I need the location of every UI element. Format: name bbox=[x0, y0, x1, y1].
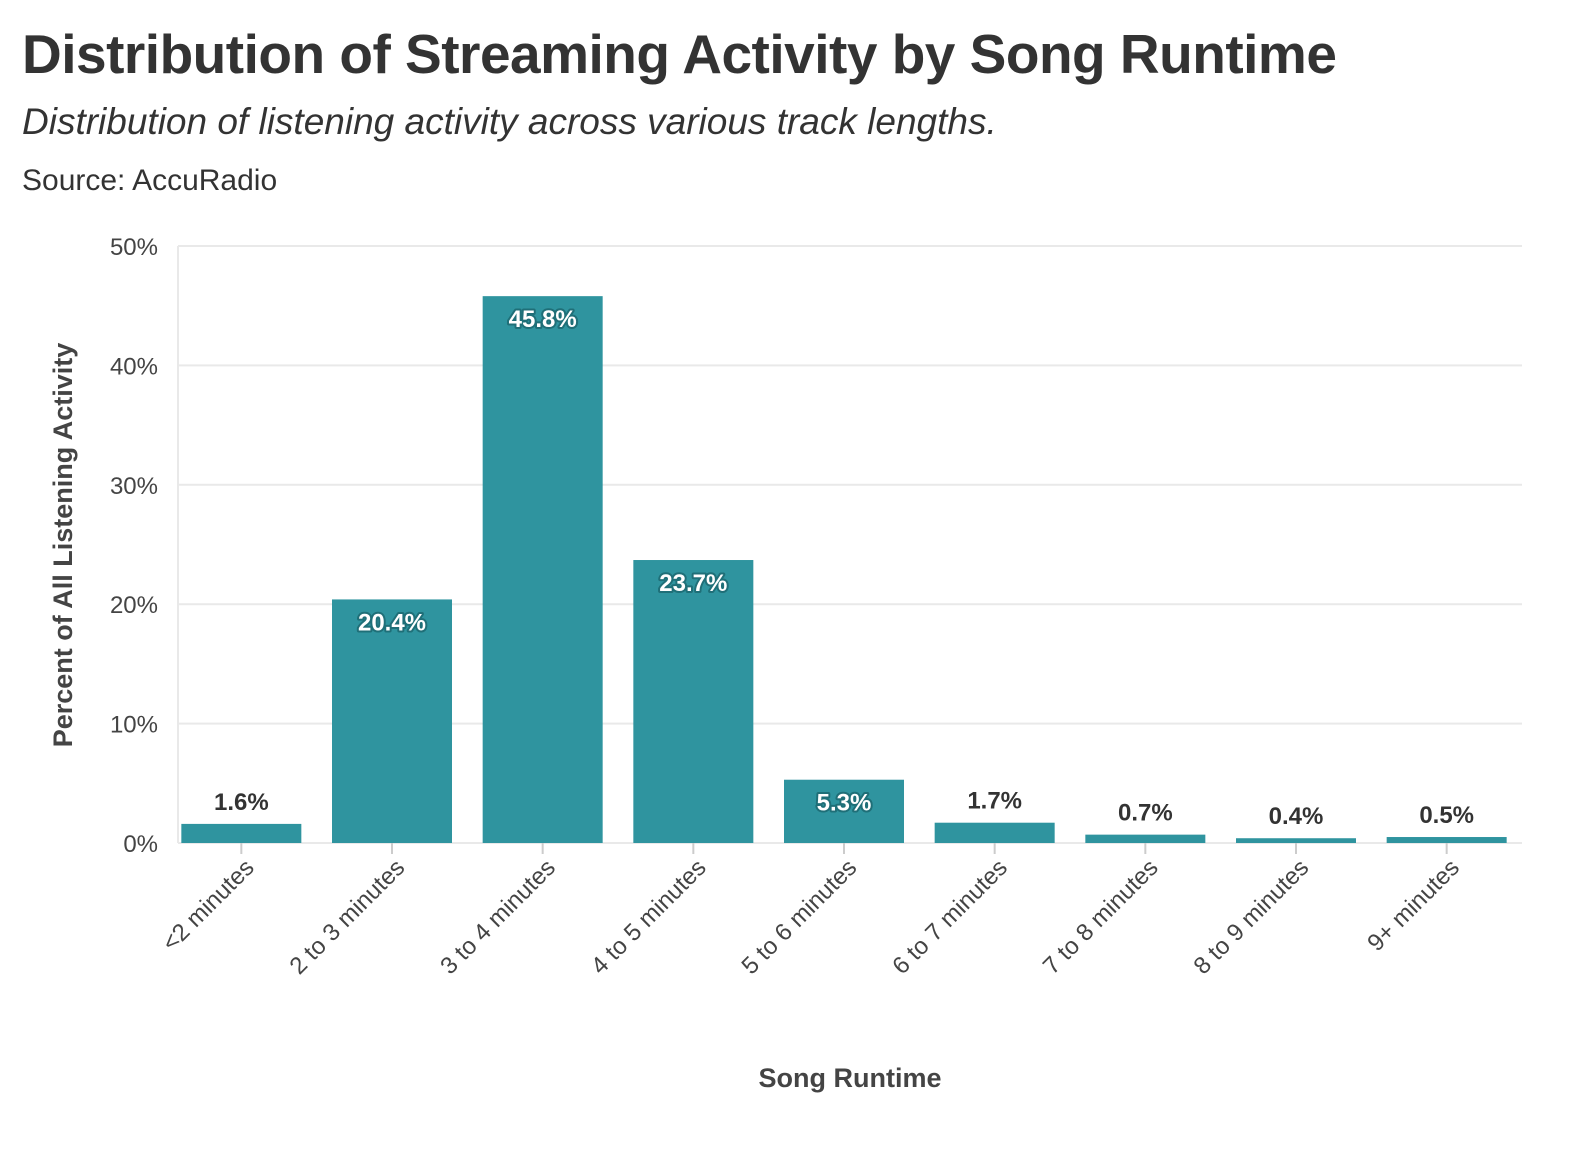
data-label: 20.4% bbox=[358, 609, 426, 636]
data-label: 23.7% bbox=[659, 570, 727, 597]
x-tick-label: <2 minutes bbox=[157, 854, 260, 957]
bar bbox=[181, 823, 302, 843]
x-axis-ticks: <2 minutes 2 to 3 minutes 3 to 4 minutes 4 … bbox=[157, 843, 1465, 980]
y-axis-title: Percent of All Listening Activity bbox=[48, 343, 78, 748]
bar bbox=[934, 822, 1055, 843]
x-tick-label: 7 to 8 minutes bbox=[1038, 854, 1164, 980]
bar bbox=[1386, 837, 1507, 843]
x-tick-label: 8 to 9 minutes bbox=[1189, 854, 1315, 980]
bars bbox=[181, 296, 1507, 843]
bar bbox=[784, 779, 904, 843]
bar bbox=[1236, 838, 1356, 843]
y-tick-label: 50% bbox=[110, 234, 158, 261]
data-label: 45.8% bbox=[509, 306, 577, 333]
x-tick-label: 5 to 6 minutes bbox=[737, 854, 863, 980]
x-tick-label: 4 to 5 minutes bbox=[586, 854, 712, 980]
y-tick-label: 0% bbox=[123, 831, 158, 858]
y-tick-label: 20% bbox=[110, 592, 158, 619]
data-label: 0.5% bbox=[1419, 802, 1474, 829]
bar bbox=[1085, 834, 1206, 843]
x-tick-label: 6 to 7 minutes bbox=[887, 854, 1013, 980]
bar bbox=[633, 560, 754, 843]
data-labels: 1.6% 20.4% 45.8% 23.7% 5.3% 1.7% 0.7% 0.4% 0.5% bbox=[214, 304, 1474, 830]
x-tick-label: 3 to 4 minutes bbox=[435, 854, 561, 980]
bar bbox=[482, 296, 603, 843]
y-tick-label: 30% bbox=[110, 473, 158, 500]
chart-source-caption: Source: AccuRadio bbox=[22, 164, 278, 197]
data-label: 0.4% bbox=[1269, 803, 1324, 830]
x-tick-label: 9+ minutes bbox=[1362, 854, 1465, 957]
y-tick-label: 10% bbox=[110, 712, 158, 739]
x-tick-label: 2 to 3 minutes bbox=[285, 854, 411, 980]
chart-title: Distribution of Streaming Activity by So… bbox=[22, 23, 1337, 85]
y-tick-label: 40% bbox=[110, 353, 158, 380]
data-label: 5.3% bbox=[817, 790, 872, 817]
y-axis-ticks: 0% 10% 20% 30% 40% 50% bbox=[110, 234, 158, 858]
bar bbox=[332, 599, 452, 843]
data-label: 1.7% bbox=[967, 788, 1022, 815]
x-axis-title: Song Runtime bbox=[759, 1063, 942, 1093]
chart-subtitle: Distribution of listening activity acros… bbox=[22, 101, 997, 142]
data-label: 1.6% bbox=[214, 789, 269, 816]
data-label: 0.7% bbox=[1118, 800, 1173, 827]
